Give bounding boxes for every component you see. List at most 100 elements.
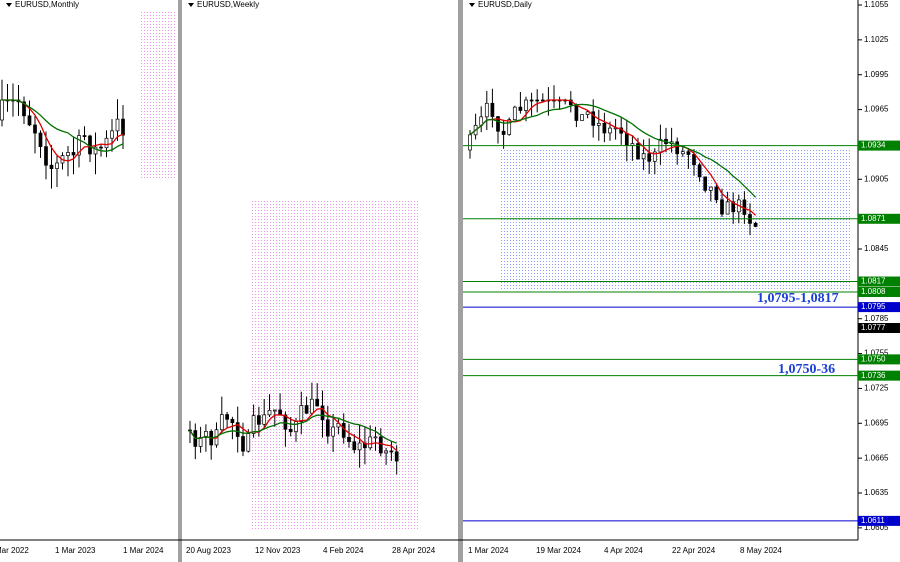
candle-body	[535, 99, 540, 102]
candle-body	[602, 122, 607, 134]
separator	[458, 0, 463, 562]
current-price-box	[858, 323, 900, 334]
candle-body	[574, 104, 579, 121]
indicator-line	[469, 99, 757, 216]
level-box	[858, 140, 900, 151]
candle-body	[484, 102, 489, 118]
price-label: 1.0905	[864, 174, 889, 183]
level-box	[858, 354, 900, 365]
candle-body	[262, 414, 267, 425]
candle-body	[49, 164, 54, 169]
candle-body	[347, 436, 351, 443]
candle-body	[0, 99, 4, 121]
candle-body	[267, 409, 272, 416]
time-label: 19 Mar 2024	[536, 546, 581, 555]
candle-body	[725, 201, 730, 215]
time-label: 1 Mar 2024	[468, 546, 509, 555]
panel-title: EURUSD,Daily	[478, 0, 532, 9]
candle-body	[241, 436, 245, 452]
candle-body	[686, 151, 691, 155]
time-label: 1 Mar 2024	[123, 546, 164, 555]
annotation: 1,0795-1,0817	[757, 291, 839, 306]
time-label: 4 Apr 2024	[604, 546, 643, 555]
candle-body	[251, 415, 256, 434]
candle-body	[331, 426, 335, 437]
level-box	[858, 276, 900, 287]
ichimoku-cloud	[140, 10, 175, 180]
price-label: 1.1055	[864, 0, 889, 9]
ichimoku-cloud	[250, 200, 420, 530]
separator	[178, 0, 182, 562]
price-label: 1.1025	[864, 35, 889, 44]
candle-body	[675, 141, 680, 155]
candle-body	[394, 451, 399, 462]
price-label: 1.0635	[864, 488, 889, 497]
candle-body	[104, 137, 109, 149]
candle-body	[22, 101, 26, 117]
time-label: 1 Mar 2023	[55, 546, 96, 555]
candle-body	[373, 436, 378, 439]
price-label: 1.0785	[864, 314, 889, 323]
indicator-line	[469, 103, 757, 198]
level-box	[858, 515, 900, 526]
level-box	[858, 286, 900, 297]
candle-body	[680, 151, 685, 155]
candle-body	[294, 421, 298, 432]
candle-body	[501, 130, 506, 135]
candle-body	[110, 130, 114, 139]
candle-body	[121, 118, 125, 136]
price-label: 1.0665	[864, 453, 889, 462]
candle-body	[692, 154, 696, 166]
candle-body	[496, 116, 500, 132]
level-box	[858, 213, 900, 224]
candle-body	[77, 135, 81, 156]
level-label: 1.0750	[861, 354, 886, 363]
candle-body	[93, 146, 98, 155]
candle-body	[507, 119, 512, 135]
candle-body	[389, 450, 394, 453]
candle-body	[714, 186, 719, 201]
candle-body	[708, 186, 713, 191]
candle-body	[368, 436, 373, 449]
time-label: 28 Apr 2024	[392, 546, 436, 555]
candle-body	[540, 99, 545, 102]
title-arrow	[469, 3, 475, 7]
time-label: 20 Aug 2023	[186, 546, 231, 555]
price-label: 1.0995	[864, 70, 889, 79]
candle-body	[357, 442, 362, 451]
indicator-line	[2, 99, 124, 152]
price-label: 1.0695	[864, 418, 889, 427]
candle-body	[235, 422, 240, 437]
candle-body	[71, 152, 76, 156]
candle-body	[315, 398, 320, 407]
level-label: 1.0611	[861, 516, 885, 525]
price-label: 1.0725	[864, 384, 889, 393]
indicator-line	[189, 414, 397, 444]
level-label: 1.0934	[861, 141, 886, 150]
candle-body	[288, 428, 293, 432]
candle-body	[636, 143, 640, 160]
candle-body	[115, 118, 120, 132]
candle-body	[38, 132, 43, 147]
level-label: 1.0817	[861, 277, 886, 286]
panel-title: EURUSD,Weekly	[197, 0, 259, 9]
candle-body	[518, 106, 523, 111]
candle-body	[304, 405, 309, 414]
candle-body	[703, 176, 708, 191]
time-label: 4 Feb 2024	[323, 546, 364, 555]
candle-body	[624, 132, 629, 146]
candle-body	[652, 151, 657, 162]
annotation: 1,0750-36	[778, 362, 835, 377]
level-box	[858, 370, 900, 381]
candle-body	[608, 127, 612, 134]
candle-body	[596, 122, 601, 126]
level-box	[858, 302, 900, 313]
candle-body	[384, 450, 388, 454]
candle-body	[278, 409, 282, 416]
price-label: 1.0755	[864, 349, 889, 358]
candle-body	[204, 431, 208, 438]
candle-body	[647, 153, 652, 162]
time-label: 22 Apr 2024	[672, 546, 716, 555]
candle-body	[585, 111, 590, 115]
